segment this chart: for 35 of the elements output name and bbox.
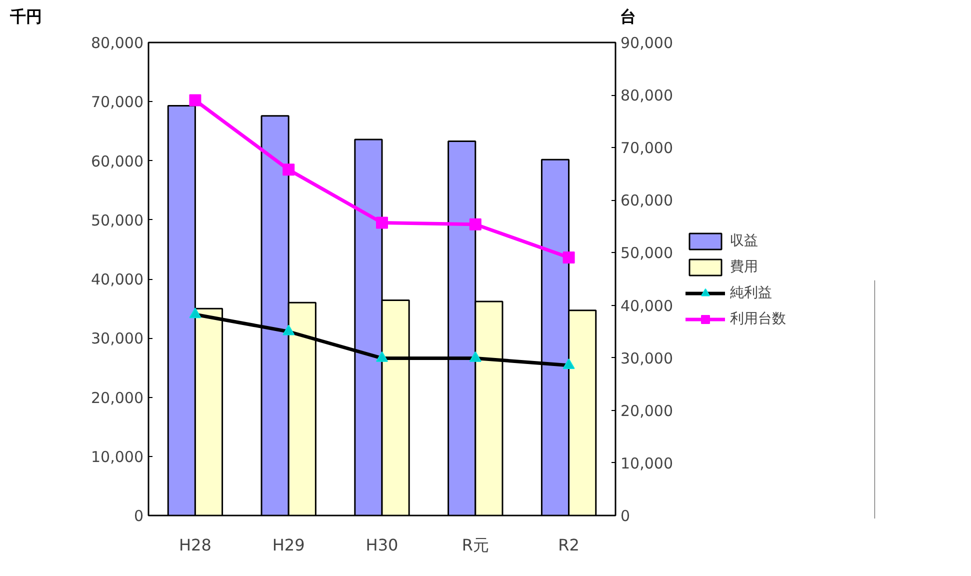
y2-tick-label: 80,000 bbox=[620, 86, 673, 105]
y2-tick-label: 10,000 bbox=[620, 454, 673, 472]
y2-tick-label: 90,000 bbox=[620, 34, 673, 52]
legend-label: 利用台数 bbox=[730, 310, 786, 328]
y2-tick-label: 30,000 bbox=[620, 349, 673, 368]
y-tick-label: 50,000 bbox=[91, 211, 144, 230]
legend-label: 費用 bbox=[730, 258, 758, 276]
y-tick-label: 10,000 bbox=[91, 448, 144, 466]
x-tick-label: H30 bbox=[366, 536, 398, 554]
x-tick-label: R元 bbox=[462, 536, 489, 554]
y-tick-label: 0 bbox=[134, 507, 144, 525]
y-axis-title: 千円 bbox=[10, 7, 42, 26]
y-tick-label: 40,000 bbox=[91, 270, 144, 288]
y-tick-label: 80,000 bbox=[91, 34, 144, 52]
x-tick-label: R2 bbox=[558, 536, 580, 554]
y2-tick-label: 70,000 bbox=[620, 139, 673, 158]
point bbox=[469, 218, 482, 230]
point bbox=[282, 164, 295, 176]
y2-axis-title: 台 bbox=[620, 7, 636, 26]
y-tick-label: 20,000 bbox=[91, 388, 144, 407]
point bbox=[376, 216, 388, 229]
y-tick-label: 70,000 bbox=[91, 93, 144, 112]
y-tick-label: 60,000 bbox=[91, 152, 144, 170]
legend-label: 収益 bbox=[730, 232, 758, 250]
y2-tick-label: 60,000 bbox=[620, 192, 673, 210]
y-tick-label: 30,000 bbox=[91, 330, 144, 348]
y2-tick-label: 40,000 bbox=[620, 296, 673, 315]
x-tick-label: H28 bbox=[179, 536, 212, 554]
legend-label: 純利益 bbox=[730, 284, 772, 302]
x-tick-label: H29 bbox=[272, 536, 305, 554]
y2-tick-label: 20,000 bbox=[620, 402, 673, 420]
y2-tick-label: 0 bbox=[620, 507, 630, 525]
point bbox=[562, 251, 575, 264]
point bbox=[189, 94, 202, 106]
y2-tick-label: 50,000 bbox=[620, 244, 673, 262]
